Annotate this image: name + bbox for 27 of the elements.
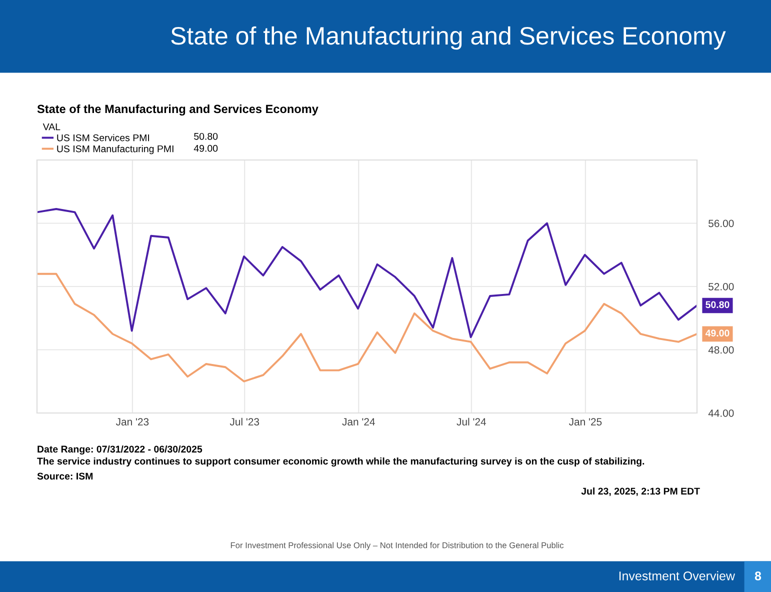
legend-label: US ISM Services PMI bbox=[57, 134, 150, 142]
text: 50.80 bbox=[194, 132, 218, 140]
source-note: Source: ISM bbox=[37, 472, 93, 480]
data-label: 49.00 bbox=[705, 330, 730, 337]
x-tick-label: Jan '25 bbox=[568, 418, 602, 426]
text: Investment Overview bbox=[619, 571, 736, 580]
y-tick-label: 48.00 bbox=[708, 346, 734, 354]
x-tick-label: Jul '23 bbox=[230, 418, 260, 426]
chart-subtitle: State of the Manufacturing and Services Economy bbox=[37, 104, 318, 116]
legend-title: VAL bbox=[42, 123, 60, 130]
x-tick-label: Jan '24 bbox=[342, 418, 375, 426]
y-tick-label: 52.00 bbox=[708, 283, 734, 290]
legend-label: US ISM Manufacturing PMI bbox=[57, 145, 174, 154]
data-label: 50.80 bbox=[706, 301, 730, 308]
text: For Investment Professional Use Only – Not Intended for Distribution to the General Public bbox=[230, 542, 564, 550]
line-series bbox=[37, 272, 697, 382]
text: The service industry continues to support consumer economic growth while the manufacturing survey is on the cusp of stabilizing. bbox=[37, 457, 644, 467]
x-tick-label: Jul '24 bbox=[456, 418, 486, 426]
text: 49.00 bbox=[194, 144, 218, 152]
chart-title: State of the Manufacturing and Services Economy bbox=[171, 26, 726, 50]
line-series bbox=[37, 208, 697, 338]
text: Date Range: 07/31/2022 - 06/30/2025 bbox=[38, 445, 202, 455]
x-tick-label: Jan '23 bbox=[116, 418, 149, 426]
text: Jul 23, 2025, 2:13 PM EDT bbox=[581, 487, 700, 496]
y-tick-label: 56.00 bbox=[708, 220, 734, 228]
y-tick-label: 44.00 bbox=[708, 410, 734, 417]
text: 8 bbox=[754, 572, 762, 580]
